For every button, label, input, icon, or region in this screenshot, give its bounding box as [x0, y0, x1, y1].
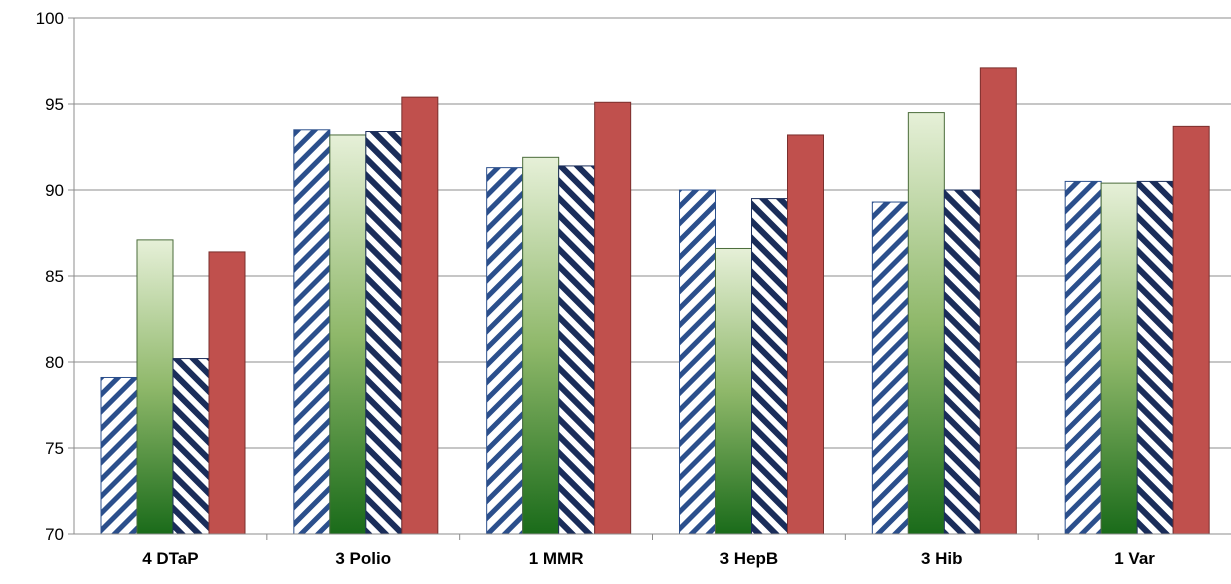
bar-series2-1-var — [1100, 182, 1138, 535]
bar-series3-1-mmr — [558, 165, 596, 535]
x-category-label: 3 HepB — [720, 549, 779, 568]
bar-series3-1-var — [1136, 180, 1174, 535]
y-tick-label: 75 — [45, 439, 64, 458]
bar-series1-4-dtap — [100, 376, 138, 535]
axes — [68, 17, 1231, 540]
x-category-label: 3 Polio — [335, 549, 391, 568]
bar-series4-4-dtap — [208, 251, 246, 535]
y-tick-label: 100 — [36, 9, 64, 28]
bar-series4-3-hepb — [787, 134, 824, 535]
bar-series2-3-hepb — [715, 247, 752, 535]
bar-series2-1-mmr — [522, 156, 560, 535]
labels: 70 75 80 85 90 95 100 4 DTaP 3 Polio 1 MMR 3 HepB 3… — [36, 9, 1156, 568]
bar-series1-1-mmr — [486, 167, 524, 535]
x-category-label: 4 DTaP — [142, 549, 198, 568]
bar-series1-3-hepb — [679, 189, 716, 535]
bar-series2-3-polio — [329, 134, 367, 535]
y-tick-label: 90 — [45, 181, 64, 200]
bar-series3-3-hib — [943, 189, 981, 535]
bar-series2-4-dtap — [136, 239, 174, 535]
bar-series3-3-polio — [365, 131, 403, 535]
bar-series3-4-dtap — [172, 358, 210, 535]
bars — [100, 67, 1210, 535]
gridlines — [74, 17, 1231, 449]
y-tick-label: 85 — [45, 267, 64, 286]
bar-series4-1-var — [1172, 125, 1210, 535]
y-tick-label: 70 — [45, 525, 64, 544]
bar-series2-3-hib — [907, 112, 945, 535]
bar-series1-3-polio — [293, 129, 331, 535]
bar-series4-3-polio — [401, 96, 439, 535]
bar-series4-3-hib — [979, 67, 1017, 535]
bar-series1-1-var — [1064, 180, 1102, 535]
x-category-label: 3 Hib — [921, 549, 963, 568]
bar-series3-3-hepb — [751, 198, 788, 535]
y-tick-label: 80 — [45, 353, 64, 372]
bar-series1-3-hib — [871, 201, 909, 535]
x-category-label: 1 MMR — [529, 549, 584, 568]
y-tick-label: 95 — [45, 95, 64, 114]
x-category-label: 1 Var — [1114, 549, 1155, 568]
bar-series4-1-mmr — [594, 101, 632, 535]
